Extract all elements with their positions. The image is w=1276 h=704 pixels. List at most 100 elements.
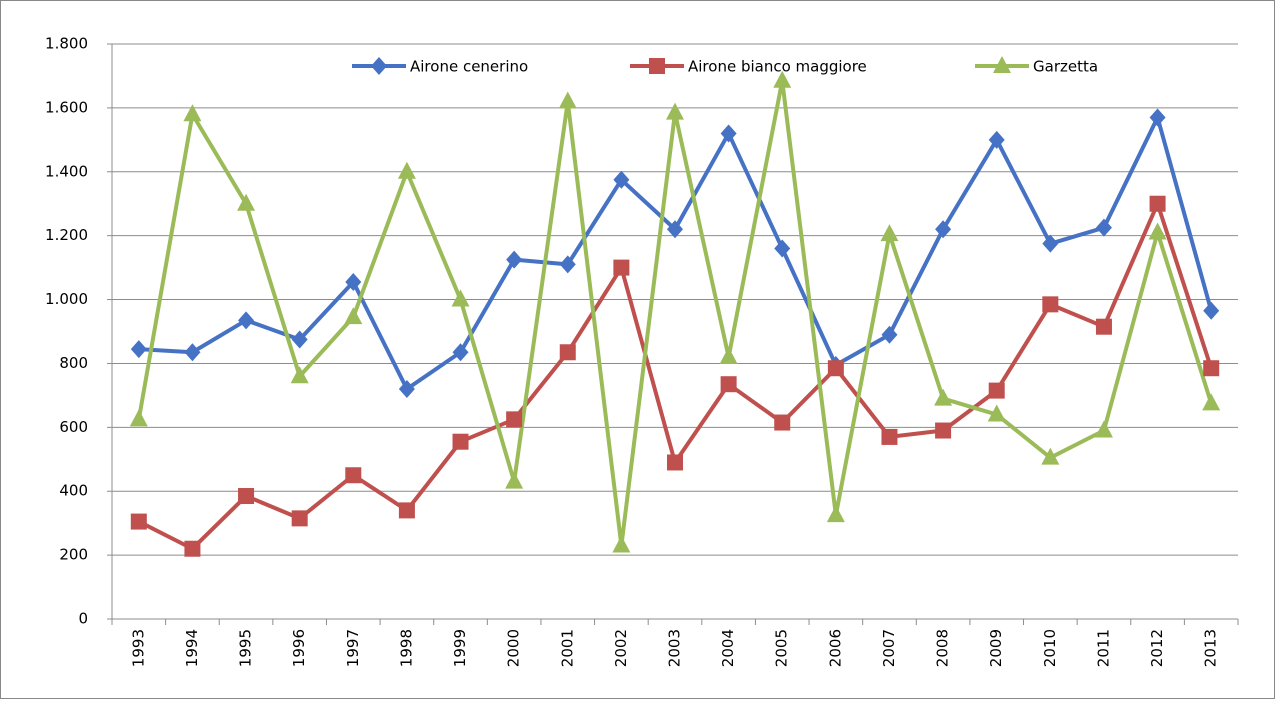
x-tick-label: 2001 xyxy=(558,629,576,667)
data-point xyxy=(291,510,308,527)
data-point xyxy=(506,411,523,428)
x-tick-label: 1995 xyxy=(237,629,255,667)
x-tick-label: 2009 xyxy=(987,629,1005,667)
y-tick-label: 800 xyxy=(59,354,88,372)
legend-label: Airone cenerino xyxy=(410,58,528,76)
data-point xyxy=(398,380,415,398)
x-tick-label: 1993 xyxy=(129,629,147,667)
data-point xyxy=(1202,393,1221,411)
data-point xyxy=(881,325,898,344)
y-tick-label: 1.800 xyxy=(45,35,88,53)
data-point xyxy=(345,272,362,291)
legend-marker xyxy=(649,58,665,74)
y-tick-label: 1.400 xyxy=(45,162,88,180)
data-point xyxy=(559,344,576,361)
x-tick-label: 1998 xyxy=(397,629,415,667)
x-tick-label: 2006 xyxy=(826,629,844,667)
data-point xyxy=(1149,195,1166,212)
x-tick-label: 2012 xyxy=(1148,629,1166,667)
y-tick-label: 1.600 xyxy=(45,98,88,116)
x-tick-label: 2007 xyxy=(880,629,898,667)
data-point xyxy=(505,471,524,489)
x-tick-label: 2008 xyxy=(934,629,952,667)
data-point xyxy=(934,388,953,406)
data-point xyxy=(1203,360,1220,377)
data-point xyxy=(720,124,737,143)
data-point xyxy=(1095,318,1112,335)
legend-label: Garzetta xyxy=(1033,58,1098,76)
data-point xyxy=(1203,301,1220,320)
data-point xyxy=(666,102,684,120)
data-point xyxy=(1041,447,1060,465)
y-tick-label: 600 xyxy=(59,418,88,436)
data-point xyxy=(398,502,415,519)
data-point xyxy=(290,366,309,384)
data-point xyxy=(452,433,469,450)
data-point xyxy=(559,255,576,274)
x-tick-label: 1994 xyxy=(183,629,201,667)
data-point xyxy=(774,414,791,431)
data-point xyxy=(1149,108,1166,127)
x-tick-label: 2000 xyxy=(505,629,523,667)
data-point xyxy=(613,170,630,189)
y-tick-label: 200 xyxy=(59,546,88,564)
data-point xyxy=(827,360,844,377)
data-point xyxy=(880,224,899,242)
data-point xyxy=(881,428,898,445)
data-point xyxy=(774,239,791,258)
data-point xyxy=(1148,222,1167,240)
x-tick-label: 2005 xyxy=(773,629,791,667)
data-point xyxy=(988,130,1005,149)
data-point xyxy=(720,376,737,393)
data-point xyxy=(558,91,577,109)
data-point xyxy=(612,535,631,553)
data-point xyxy=(773,70,792,88)
data-point xyxy=(344,307,363,325)
data-point xyxy=(935,422,952,439)
data-point xyxy=(129,409,148,427)
x-tick-label: 1996 xyxy=(290,629,308,667)
data-point xyxy=(237,193,256,211)
data-point xyxy=(719,347,738,365)
data-point xyxy=(291,330,308,349)
data-point xyxy=(935,220,952,239)
data-point xyxy=(238,311,255,330)
x-tick-label: 2004 xyxy=(719,629,737,667)
data-point xyxy=(238,488,255,505)
data-point xyxy=(1042,296,1059,313)
data-point xyxy=(667,220,683,239)
y-tick-label: 400 xyxy=(59,482,88,500)
x-tick-label: 2003 xyxy=(666,629,684,667)
data-point xyxy=(613,259,630,276)
data-point xyxy=(1042,234,1059,253)
data-point xyxy=(1094,420,1113,438)
data-point xyxy=(130,513,147,530)
legend-marker xyxy=(993,56,1011,73)
x-tick-label: 2011 xyxy=(1094,629,1112,667)
data-point xyxy=(506,250,523,269)
legend-marker xyxy=(371,57,387,75)
data-point xyxy=(184,343,201,362)
x-tick-label: 1999 xyxy=(451,629,469,667)
data-point xyxy=(451,289,470,307)
y-tick-label: 1.200 xyxy=(45,226,88,244)
data-point xyxy=(987,404,1006,422)
legend-label: Airone bianco maggiore xyxy=(688,58,867,76)
data-point xyxy=(1095,218,1112,237)
x-tick-label: 2013 xyxy=(1202,629,1220,667)
data-point xyxy=(184,540,201,557)
data-point xyxy=(988,382,1005,399)
x-tick-label: 2002 xyxy=(612,629,630,667)
y-tick-label: 1.000 xyxy=(45,290,88,308)
y-tick-label: 0 xyxy=(78,610,88,628)
data-point xyxy=(183,104,202,122)
data-point xyxy=(826,505,845,523)
data-point xyxy=(345,467,362,484)
data-point xyxy=(397,161,416,179)
x-tick-label: 1997 xyxy=(344,629,362,667)
x-tick-label: 2010 xyxy=(1041,629,1059,667)
data-point xyxy=(452,343,469,362)
data-point xyxy=(130,340,147,359)
